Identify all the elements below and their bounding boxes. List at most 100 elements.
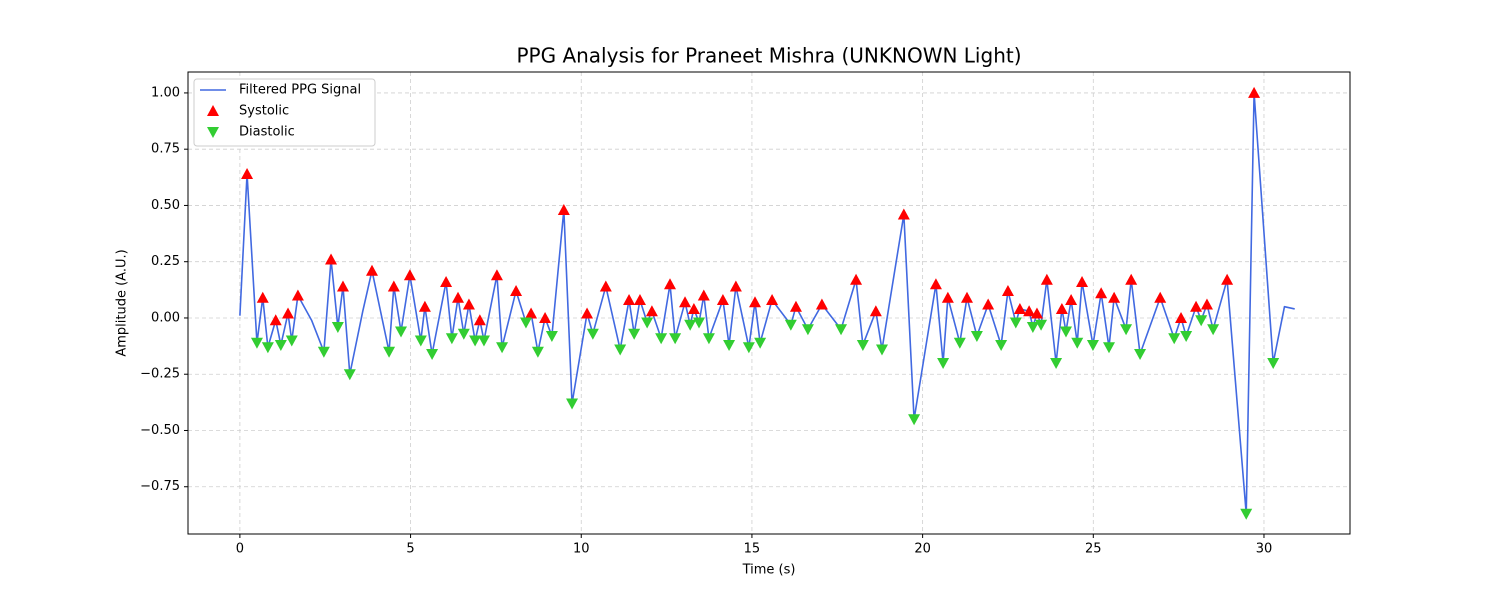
- y-tick-label: −0.75: [140, 479, 180, 494]
- diastolic-marker: [856, 339, 869, 351]
- systolic-marker: [1023, 305, 1036, 317]
- systolic-marker: [452, 291, 465, 303]
- diastolic-marker: [519, 317, 532, 329]
- systolic-marker: [1221, 273, 1234, 285]
- diastolic-marker: [1195, 315, 1208, 327]
- systolic-marker: [1013, 302, 1026, 314]
- systolic-marker: [1248, 86, 1261, 98]
- systolic-marker: [960, 291, 973, 303]
- systolic-marker: [1065, 293, 1078, 305]
- systolic-marker: [387, 280, 400, 292]
- diastolic-marker: [1240, 508, 1253, 520]
- diastolic-marker: [274, 339, 287, 351]
- systolic-marker: [716, 293, 729, 305]
- systolic-marker: [982, 298, 995, 310]
- systolic-marker: [633, 293, 646, 305]
- diastolic-marker: [1050, 357, 1063, 369]
- legend-label: Filtered PPG Signal: [239, 83, 361, 98]
- systolic-marker: [365, 264, 378, 276]
- diastolic-marker: [457, 328, 470, 340]
- systolic-marker: [1175, 311, 1188, 323]
- y-tick-label: −0.25: [140, 367, 180, 382]
- diastolic-marker: [317, 346, 330, 358]
- x-tick-label: 25: [1085, 542, 1102, 557]
- systolic-marker: [325, 253, 338, 265]
- systolic-marker: [1095, 287, 1108, 299]
- diastolic-marker: [496, 342, 509, 354]
- systolic-marker: [645, 305, 658, 317]
- diastolic-marker: [1207, 324, 1220, 336]
- signal-line: [239, 92, 1295, 515]
- legend-label: Diastolic: [239, 125, 295, 140]
- diastolic-marker: [1120, 324, 1133, 336]
- diastolic-marker: [1059, 326, 1072, 338]
- systolic-marker: [403, 269, 416, 281]
- diastolic-marker: [250, 337, 263, 349]
- diastolic-marker: [1267, 357, 1280, 369]
- systolic-marker: [473, 314, 486, 326]
- diastolic-marker: [693, 317, 706, 329]
- x-tick-label: 30: [1256, 542, 1273, 557]
- systolic-marker: [623, 293, 636, 305]
- diastolic-marker: [995, 339, 1008, 351]
- diastolic-marker: [414, 335, 427, 347]
- y-tick-label: 0.00: [151, 310, 180, 325]
- diastolic-marker: [970, 330, 983, 342]
- systolic-marker: [789, 300, 802, 312]
- y-axis-label: Amplitude (A.U.): [115, 249, 130, 356]
- systolic-marker: [749, 296, 762, 308]
- systolic-marker: [929, 278, 942, 290]
- systolic-marker: [490, 269, 503, 281]
- systolic-marker: [729, 280, 742, 292]
- systolic-marker: [850, 273, 863, 285]
- diastolic-marker: [1026, 321, 1039, 333]
- systolic-marker: [869, 305, 882, 317]
- systolic-marker: [241, 167, 254, 179]
- diastolic-marker: [566, 398, 579, 410]
- diastolic-marker: [937, 357, 950, 369]
- diastolic-marker: [1035, 319, 1048, 331]
- diastolic-marker: [477, 335, 490, 347]
- diastolic-marker: [801, 324, 814, 336]
- diastolic-marker: [875, 344, 888, 356]
- diastolic-marker: [383, 346, 396, 358]
- legend-label: Systolic: [239, 104, 289, 119]
- y-tick-label: −0.50: [140, 423, 180, 438]
- legend-swatch: [207, 105, 219, 116]
- diastolic-marker: [628, 328, 641, 340]
- diastolic-marker: [1168, 333, 1181, 345]
- systolic-marker: [440, 275, 453, 287]
- systolic-marker: [282, 307, 295, 319]
- systolic-marker: [1040, 273, 1053, 285]
- systolic-marker: [679, 296, 692, 308]
- systolic-marker: [1030, 307, 1043, 319]
- diastolic-marker: [531, 346, 544, 358]
- diastolic-marker: [908, 414, 921, 426]
- diastolic-marker: [261, 342, 274, 354]
- systolic-marker: [539, 311, 552, 323]
- diastolic-marker: [684, 319, 697, 331]
- systolic-marker: [1154, 291, 1167, 303]
- diastolic-marker: [669, 333, 682, 345]
- y-tick-label: 0.25: [151, 254, 180, 269]
- plot-frame: [187, 71, 1351, 535]
- systolic-marker: [510, 284, 523, 296]
- systolic-marker: [256, 291, 269, 303]
- systolic-marker: [599, 280, 612, 292]
- systolic-marker: [664, 278, 677, 290]
- systolic-marker: [897, 208, 910, 220]
- systolic-marker: [336, 280, 349, 292]
- diastolic-marker: [1180, 330, 1193, 342]
- systolic-marker: [1076, 275, 1089, 287]
- diastolic-marker: [723, 339, 736, 351]
- systolic-marker: [269, 314, 282, 326]
- x-axis-label: Time (s): [742, 563, 796, 578]
- y-tick-label: 0.50: [151, 198, 180, 213]
- x-tick-label: 15: [744, 542, 761, 557]
- diastolic-marker: [641, 317, 654, 329]
- systolic-marker: [1125, 273, 1138, 285]
- systolic-marker: [1200, 298, 1213, 310]
- systolic-marker: [697, 289, 710, 301]
- x-tick-label: 0: [236, 542, 244, 557]
- diastolic-marker: [343, 369, 356, 381]
